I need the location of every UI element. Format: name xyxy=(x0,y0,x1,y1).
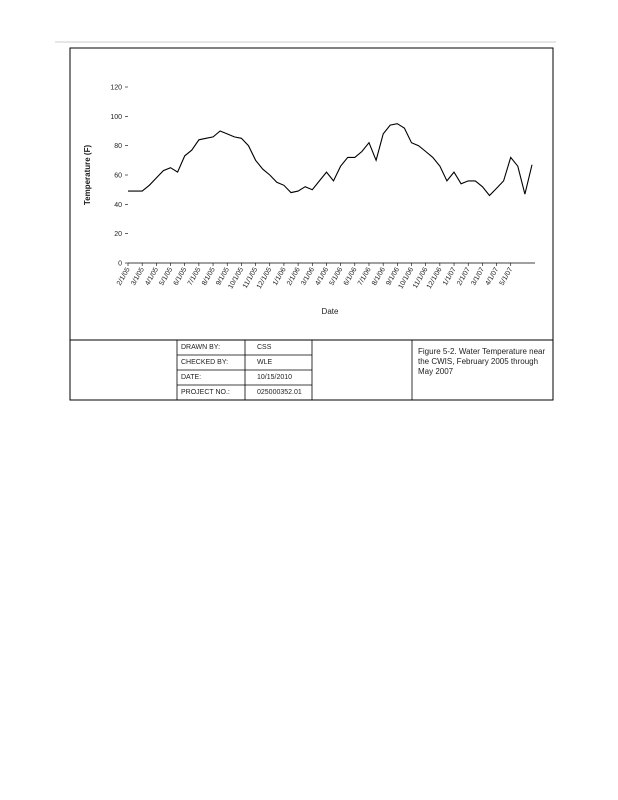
y-tick-label: 80 xyxy=(114,143,122,150)
title-block-grid xyxy=(176,340,413,400)
field-label: PROJECT NO.: xyxy=(181,389,230,396)
field-value: 025000352.01 xyxy=(257,389,302,396)
field-label: CHECKED BY: xyxy=(181,359,229,366)
y-axis-label: Temperature (F) xyxy=(83,145,92,206)
temperature-line xyxy=(128,123,533,197)
field-value: CSS xyxy=(257,344,272,351)
field-label: DATE: xyxy=(181,374,202,381)
y-tick-label: 120 xyxy=(110,85,122,92)
y-tick-label: 40 xyxy=(114,202,122,209)
y-tick-label: 0 xyxy=(118,261,122,268)
y-tick-label: 20 xyxy=(114,231,122,238)
field-label: DRAWN BY: xyxy=(181,344,221,351)
y-tick-label: 60 xyxy=(114,173,122,180)
x-axis-label: Date xyxy=(322,307,339,316)
field-value: WLE xyxy=(257,359,273,366)
y-tick-label: 100 xyxy=(110,114,122,121)
figure-border xyxy=(69,47,554,401)
figure-caption: Figure 5-2. Water Temperature near the C… xyxy=(418,347,546,376)
field-value: 10/15/2010 xyxy=(257,374,293,381)
x-tick-label: 5/1/07 xyxy=(499,266,515,286)
